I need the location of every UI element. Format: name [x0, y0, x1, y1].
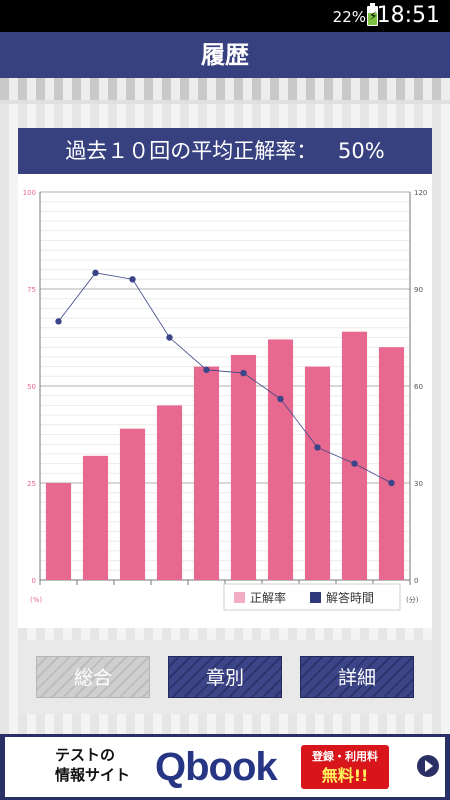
left-axis-unit: (%): [30, 596, 42, 604]
average-accuracy-banner: 過去１０回の平均正解率： 50%: [18, 128, 432, 174]
history-card: 過去１０回の平均正解率： 50% 0 25 50 75 100 0 30 60 90 120 (%)…: [18, 128, 432, 628]
answer-time-point-10: [388, 479, 395, 487]
bar-9: [341, 331, 368, 580]
page-title: 履歴: [201, 41, 249, 69]
by-chapter-button[interactable]: 章別: [168, 656, 282, 698]
details-button[interactable]: 詳細: [300, 656, 414, 698]
answer-time-line: [58, 272, 392, 484]
legend-swatch-accuracy: [234, 592, 245, 603]
view-mode-panel: 総合 章別 詳細: [18, 640, 432, 714]
ad-badge-line2: 無料!!: [321, 766, 369, 785]
battery-percentage: 22%: [332, 8, 366, 26]
right-tick-label: 90: [414, 286, 423, 294]
answer-time-point-9: [351, 460, 358, 467]
main-content: 過去１０回の平均正解率： 50% 0 25 50 75 100 0 30 60 90 120 (%)…: [0, 104, 450, 734]
answer-time-point-1: [55, 318, 62, 325]
bar-3: [119, 428, 146, 580]
left-tick-label: 100: [23, 189, 36, 197]
bar-4: [156, 405, 183, 580]
right-tick-label: 120: [414, 189, 427, 197]
right-tick-label: 30: [414, 480, 423, 488]
legend-label-accuracy: 正解率: [250, 590, 286, 605]
left-tick-label: 50: [27, 383, 36, 391]
left-tick-label: 25: [27, 480, 36, 488]
right-axis-unit: (分): [406, 595, 419, 604]
answer-time-point-6: [240, 369, 247, 377]
ad-tagline-line2: 情報サイト: [55, 766, 131, 784]
answer-time-point-3: [129, 276, 136, 283]
history-chart: 0 25 50 75 100 0 30 60 90 120 (%) (分) 正解率 解答時間: [23, 189, 427, 611]
left-tick-label: 0: [32, 577, 36, 585]
app-header: 履歴: [0, 32, 450, 78]
ad-free-badge: 登録・利用料 無料!!: [301, 745, 389, 789]
left-tick-label: 75: [27, 286, 36, 294]
answer-time-point-2: [92, 269, 99, 277]
right-tick-label: 0: [414, 577, 418, 585]
ad-banner[interactable]: テストの 情報サイト Qbook 登録・利用料 無料!!: [0, 734, 450, 800]
battery-charging-icon: ⚡: [367, 3, 378, 26]
right-tick-label: 60: [414, 383, 423, 391]
answer-time-point-4: [166, 334, 173, 341]
answer-time-point-8: [314, 444, 321, 451]
legend-swatch-time: [310, 592, 321, 603]
ad-tagline: テストの 情報サイト: [55, 745, 130, 785]
ad-badge-line1: 登録・利用料: [312, 750, 378, 763]
status-bar: 22% ⚡ 18:51: [0, 0, 450, 32]
bar-10: [378, 347, 405, 580]
header-stripe-decoration: [0, 78, 450, 104]
bar-2: [82, 455, 109, 580]
status-clock: 18:51: [376, 3, 440, 28]
answer-time-point-5: [203, 366, 210, 374]
answer-time-point-7: [277, 395, 284, 403]
chart-legend: 正解率 解答時間: [223, 583, 401, 611]
overall-button[interactable]: 総合: [36, 656, 150, 698]
legend-label-time: 解答時間: [326, 590, 374, 605]
ad-logo: Qbook: [155, 745, 278, 789]
average-accuracy-value: 50%: [338, 139, 385, 163]
bar-1: [45, 483, 72, 580]
average-accuracy-label: 過去１０回の平均正解率：: [65, 139, 318, 163]
bar-5: [193, 366, 220, 580]
bar-8: [304, 366, 331, 580]
ad-tagline-line1: テストの: [55, 746, 116, 764]
ad-content[interactable]: テストの 情報サイト Qbook 登録・利用料 無料!!: [5, 737, 445, 797]
play-icon[interactable]: [417, 755, 439, 777]
charging-bolt-icon: ⚡: [369, 9, 378, 23]
bar-7: [267, 339, 294, 580]
bar-6: [230, 354, 257, 580]
